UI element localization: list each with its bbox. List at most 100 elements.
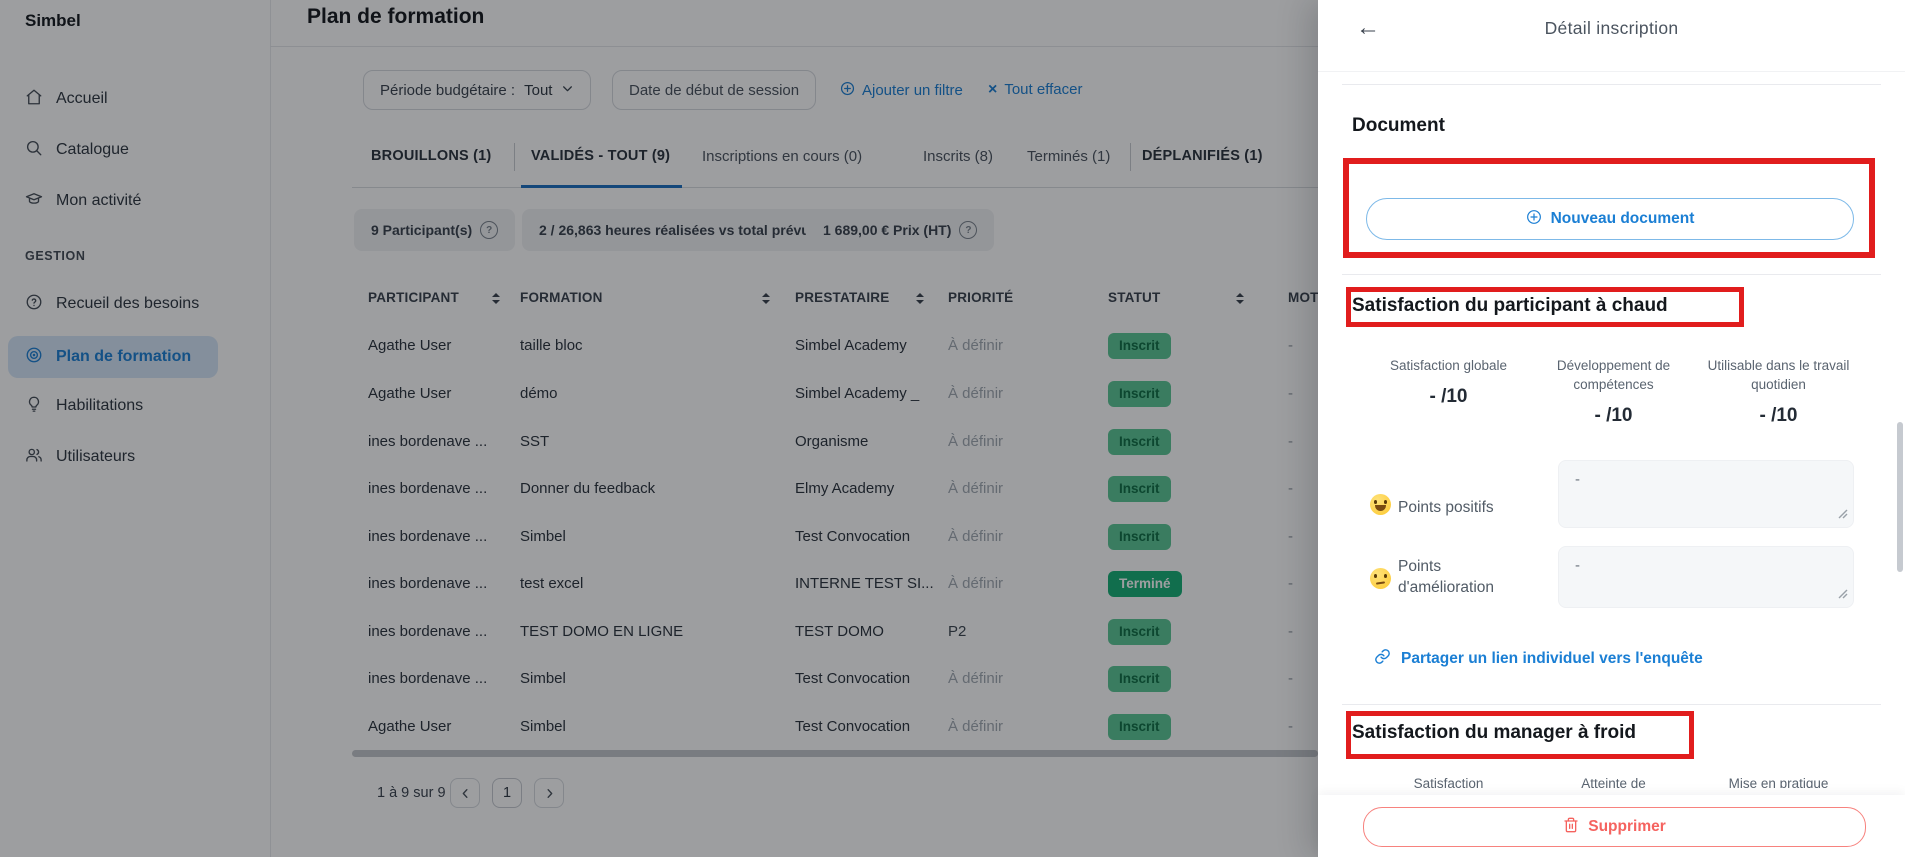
next-page-button[interactable] <box>534 778 564 808</box>
cell-formation: Simbel <box>520 718 566 735</box>
metric-label: Mise en pratique <box>1728 776 1829 788</box>
cell-priorite: À définir <box>948 480 1004 497</box>
stat-participants: 9 Participant(s) ? <box>354 209 516 251</box>
filter-period-chip[interactable]: Période budgétaire : Tout <box>363 70 592 110</box>
sort-icon[interactable] <box>1236 293 1244 304</box>
tab-inscrits[interactable]: Inscrits (8) <box>923 148 994 165</box>
col-header-priorite[interactable]: PRIORITÉ <box>948 290 1014 305</box>
sidebar-item-recueil-des-besoins[interactable]: Recueil des besoins <box>8 284 238 324</box>
cell-formation: Simbel <box>520 528 566 545</box>
cell-mot: - <box>1288 670 1293 687</box>
bulb-icon <box>25 395 43 418</box>
cell-participant: ines bordenave ... <box>368 623 488 640</box>
points-amelioration-textarea[interactable]: - <box>1558 546 1854 608</box>
cell-formation: Simbel <box>520 670 566 687</box>
tab-brouillons[interactable]: BROUILLONS (1) <box>371 148 492 164</box>
chevron-right-icon <box>546 788 552 798</box>
stat-prix-text: 1 689,00 € Prix (HT) <box>823 222 952 238</box>
divider <box>1342 704 1881 705</box>
sidebar-item-catalogue[interactable]: Catalogue <box>8 130 238 170</box>
cell-participant: Agathe User <box>368 385 452 402</box>
sidebar: Simbel Accueil Catalogue Mon activité GE… <box>0 0 271 857</box>
tab-deplanifies[interactable]: DÉPLANIFIÉS (1) <box>1142 148 1263 164</box>
cell-prestataire: Elmy Academy <box>795 480 895 497</box>
vertical-scrollbar[interactable] <box>1897 422 1903 572</box>
metric-value: - /10 <box>1759 405 1798 426</box>
tab-valides-tout[interactable]: VALIDÉS - TOUT (9) <box>531 148 671 164</box>
status-badge: Inscrit <box>1108 333 1171 359</box>
metric-label: Utilisable dans le travail quotidien <box>1707 358 1850 392</box>
delete-button-label: Supprimer <box>1588 818 1666 835</box>
points-positifs-textarea[interactable]: - <box>1558 460 1854 528</box>
sidebar-item-accueil[interactable]: Accueil <box>8 79 238 119</box>
back-arrow-icon[interactable]: ← <box>1356 14 1380 41</box>
cell-priorite: À définir <box>948 385 1004 402</box>
page-title: Plan de formation <box>307 5 485 28</box>
cell-mot: - <box>1288 480 1293 497</box>
new-document-label: Nouveau document <box>1550 210 1695 227</box>
col-header-prestataire[interactable]: PRESTATAIRE <box>795 290 890 305</box>
resize-handle-icon[interactable] <box>1838 506 1848 523</box>
plus-circle-icon <box>840 81 855 100</box>
cell-mot: - <box>1288 433 1293 450</box>
cell-formation: démo <box>520 385 558 402</box>
sort-icon[interactable] <box>492 293 500 304</box>
textarea-value: - <box>1575 471 1580 488</box>
delete-button[interactable]: Supprimer <box>1363 807 1866 847</box>
tab-termines[interactable]: Terminés (1) <box>1027 148 1111 165</box>
hot-metrics: Satisfaction globale - /10 Développement… <box>1366 356 1861 427</box>
metric-label: Atteinte de <box>1581 776 1646 788</box>
metric-label: Satisfaction globale <box>1389 358 1508 373</box>
col-header-participant[interactable]: PARTICIPANT <box>368 290 459 305</box>
new-document-button[interactable]: Nouveau document <box>1366 198 1854 240</box>
sort-icon[interactable] <box>762 293 770 304</box>
sort-icon[interactable] <box>916 293 924 304</box>
meh-face-emoji <box>1370 568 1391 589</box>
cell-participant: ines bordenave ... <box>368 433 488 450</box>
add-filter-link[interactable]: Ajouter un filtre <box>840 81 963 100</box>
tabs-divider <box>352 187 1905 188</box>
info-icon[interactable]: ? <box>480 221 499 239</box>
graduation-cap-icon <box>25 190 43 213</box>
col-header-mot[interactable]: MOT <box>1288 290 1319 305</box>
status-badge: Inscrit <box>1108 381 1171 407</box>
add-filter-label: Ajouter un filtre <box>862 82 963 99</box>
sidebar-item-mon-activite[interactable]: Mon activité <box>8 181 238 221</box>
document-heading: Document <box>1352 115 1445 136</box>
cell-formation: Donner du feedback <box>520 480 656 497</box>
cell-priorite: À définir <box>948 337 1004 354</box>
sidebar-item-utilisateurs[interactable]: Utilisateurs <box>8 437 238 477</box>
horizontal-scrollbar[interactable] <box>352 750 1318 757</box>
cell-mot: - <box>1288 623 1293 640</box>
cell-mot: - <box>1288 718 1293 735</box>
resize-handle-icon[interactable] <box>1838 586 1848 603</box>
sidebar-item-habilitations[interactable]: Habilitations <box>8 386 238 426</box>
col-header-statut[interactable]: STATUT <box>1108 290 1161 305</box>
clear-filters-label: Tout effacer <box>1004 81 1083 98</box>
clear-filters-link[interactable]: × Tout effacer <box>988 81 1082 98</box>
cell-mot: - <box>1288 337 1293 354</box>
filter-date-chip[interactable]: Date de début de session <box>612 70 817 110</box>
divider <box>1342 274 1881 275</box>
happy-face-emoji <box>1370 494 1391 515</box>
prev-page-button[interactable] <box>450 778 480 808</box>
trash-icon <box>1563 817 1579 838</box>
cell-prestataire: Test Convocation <box>795 718 911 735</box>
sidebar-item-plan-de-formation[interactable]: Plan de formation <box>8 336 218 378</box>
close-icon: × <box>988 80 998 98</box>
sidebar-item-label: Accueil <box>56 90 108 107</box>
tab-inscriptions-en-cours[interactable]: Inscriptions en cours (0) <box>702 148 863 165</box>
col-header-formation[interactable]: FORMATION <box>520 290 603 305</box>
cell-prestataire: Test Convocation <box>795 528 911 545</box>
status-badge: Terminé <box>1108 571 1182 597</box>
stat-participants-text: 9 Participant(s) <box>371 222 473 238</box>
share-survey-link[interactable]: Partager un lien individuel vers l'enquê… <box>1374 648 1703 670</box>
info-icon[interactable]: ? <box>959 221 978 239</box>
cold-metrics-partial: Satisfaction Atteinte de Mise en pratiqu… <box>1366 776 1861 788</box>
cell-prestataire: Simbel Academy _ <box>795 385 920 402</box>
page-number[interactable]: 1 <box>492 778 522 808</box>
sidebar-section-gestion: GESTION <box>25 249 86 263</box>
cell-participant: ines bordenave ... <box>368 528 488 545</box>
cell-priorite: À définir <box>948 670 1004 687</box>
